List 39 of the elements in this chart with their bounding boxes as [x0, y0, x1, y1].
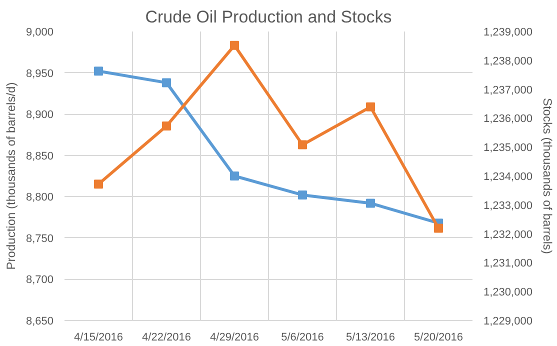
y2-tick-label: 1,233,000 — [484, 200, 532, 212]
y-tick-label: 8,800 — [26, 192, 54, 204]
point — [434, 224, 443, 233]
chart-title: Crude Oil Production and Stocks — [145, 8, 392, 26]
x-tick-label: 4/22/2016 — [142, 332, 191, 344]
x-tick-label: 4/15/2016 — [74, 332, 123, 344]
y-tick-label: 8,650 — [26, 316, 54, 328]
point — [230, 40, 239, 50]
point — [162, 122, 171, 131]
y2-tick-label: 1,237,000 — [484, 84, 532, 96]
point — [366, 102, 375, 112]
y2-tick-label: 1,231,000 — [484, 258, 532, 270]
point — [230, 172, 239, 180]
y2-tick-label: 1,230,000 — [484, 286, 532, 299]
y2-tick-label: 1,232,000 — [484, 228, 532, 241]
y2-tick-label: 1,236,000 — [484, 113, 532, 126]
point — [162, 78, 171, 88]
y-tick-label: 8,900 — [26, 109, 54, 122]
y2-tick-label: 1,235,000 — [484, 142, 532, 154]
x-tick-label: 5/6/2016 — [281, 332, 324, 344]
point — [94, 180, 103, 189]
y2-tick-label: 1,238,000 — [484, 55, 532, 68]
y-tick-label: 8,750 — [26, 232, 54, 245]
y-tick-label: 8,700 — [26, 274, 54, 286]
point — [94, 66, 103, 76]
y2-tick-label: 1,234,000 — [484, 171, 532, 183]
y2-tick-label: 1,239,000 — [484, 26, 532, 38]
x-tick-label: 5/13/2016 — [346, 332, 395, 344]
point — [298, 140, 307, 150]
x-tick-label: 5/20/2016 — [414, 332, 463, 344]
x-tick-label: 4/29/2016 — [210, 332, 259, 344]
y-tick-label: 9,000 — [26, 26, 54, 38]
y2-axis-title: Stocks (thousands of barrels) — [540, 98, 554, 254]
point — [366, 198, 375, 208]
y-tick-label: 8,850 — [26, 150, 54, 162]
y-axis-title: Production (thousands of barrels/d) — [4, 82, 18, 270]
y-tick-label: 8,950 — [26, 68, 54, 80]
point — [298, 190, 307, 200]
y2-tick-label: 1,229,000 — [484, 316, 532, 328]
